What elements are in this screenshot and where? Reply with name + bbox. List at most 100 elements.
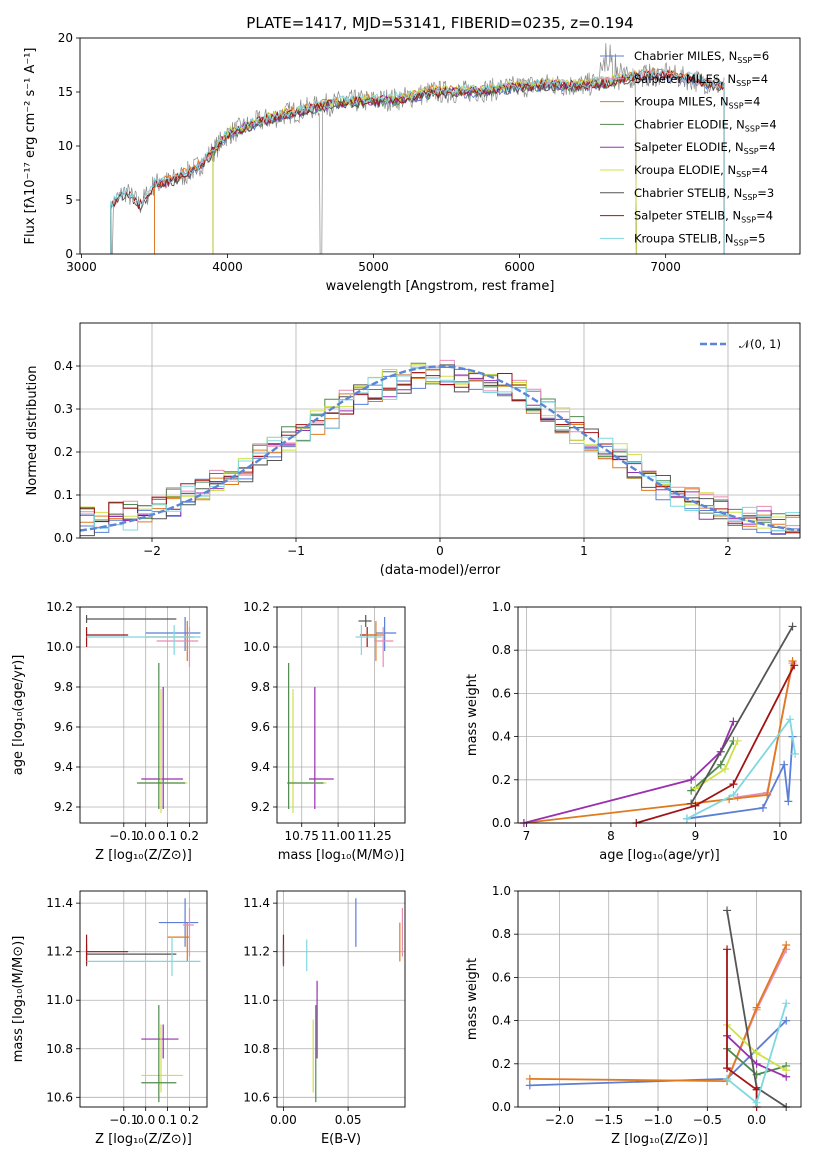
plus-marker — [729, 780, 738, 789]
y-tick-label: 0.8 — [492, 643, 511, 657]
legend-label: Chabrier MILES, NSSP=6 — [634, 49, 769, 65]
legend-label-main: Chabrier STELIB, N — [634, 186, 742, 200]
plus-marker — [791, 749, 800, 758]
y-tick-label: 0.1 — [54, 488, 73, 502]
y-tick-label: 11.2 — [243, 945, 270, 959]
error-point — [86, 937, 201, 976]
y-tick-label: 1.0 — [492, 600, 511, 614]
y-tick-label: 0.0 — [492, 816, 511, 830]
legend-label: Kroupa ELODIE, NSSP=4 — [634, 163, 768, 179]
x-tick-label: −0.5 — [693, 1113, 722, 1127]
x-tick-label: −2.0 — [545, 1113, 574, 1127]
error-point — [141, 1005, 177, 1103]
model-spectrum-line — [110, 69, 725, 254]
y-tick-label: 9.6 — [251, 720, 270, 734]
y-axis-label: age [log₁₀(age/yr)] — [11, 655, 26, 776]
error-point — [141, 1024, 183, 1093]
y-tick-label: 0.2 — [492, 1057, 511, 1071]
axes-frame — [79, 606, 208, 824]
y-tick-label: 10.0 — [46, 640, 73, 654]
plus-marker — [723, 906, 732, 915]
legend-label: Salpeter MILES, NSSP=4 — [634, 72, 768, 88]
histogram-step — [80, 367, 800, 531]
error-point — [358, 615, 372, 627]
x-tick-label: 0.2 — [180, 1113, 199, 1127]
legend-label: Chabrier ELODIE, NSSP=4 — [634, 117, 777, 133]
y-tick-label: 10.6 — [46, 1090, 73, 1104]
x-tick-label: 4000 — [212, 260, 243, 274]
legend-label-tail: =3 — [757, 186, 774, 200]
error-point — [182, 907, 194, 957]
plus-marker — [782, 1016, 791, 1025]
error-point — [287, 663, 324, 809]
y-tick-label: 10.0 — [243, 640, 270, 654]
plus-marker — [784, 797, 793, 806]
axes-frame — [79, 890, 208, 1108]
legend-label-main: Kroupa MILES, N — [634, 95, 729, 109]
legend-label-sub: SSP — [744, 147, 759, 156]
mass-weight-line — [690, 625, 794, 805]
legend-label: Salpeter ELODIE, NSSP=4 — [634, 140, 776, 156]
x-tick-label: 10.75 — [285, 829, 319, 843]
x-tick-label: 0.0 — [136, 829, 155, 843]
x-tick-label: −1.0 — [643, 1113, 672, 1127]
axes-mass_vs_Z: −0.10.0 0.1 0.2 10.6 10.8 11.0 11.2 11.4 Z [log₁… — [11, 890, 208, 1147]
plus-marker — [723, 945, 732, 954]
y-axis-label: mass weight — [465, 674, 480, 756]
y-tick-label: 0.6 — [492, 686, 511, 700]
y-tick-label: 10 — [58, 139, 73, 153]
plus-marker — [752, 1059, 761, 1068]
x-tick-label: 8 — [607, 829, 615, 843]
y-tick-label: 9.8 — [251, 680, 270, 694]
model-spectrum-line — [110, 70, 725, 254]
error-point — [158, 898, 199, 947]
plus-marker — [752, 1003, 761, 1012]
axes-frame — [517, 890, 802, 1108]
plus-marker — [682, 814, 691, 823]
x-tick-label: 0.0 — [747, 1113, 766, 1127]
y-tick-label: 11.0 — [243, 993, 270, 1007]
x-axis-label: (data-model)/error — [380, 563, 501, 578]
y-tick-label: 0.2 — [54, 445, 73, 459]
axes-frame — [79, 37, 801, 255]
y-tick-label: 0.2 — [492, 773, 511, 787]
x-tick-label: 0.05 — [335, 1113, 362, 1127]
x-tick-label: 3000 — [66, 260, 97, 274]
y-tick-label: 0 — [65, 247, 73, 261]
legend-label-tail: =4 — [744, 95, 761, 109]
y-tick-label: 0.6 — [492, 970, 511, 984]
y-tick-label: 10.2 — [243, 600, 270, 614]
plus-marker — [691, 801, 700, 810]
axes-age_vs_Z: −0.10.0 0.1 0.2 9.2 9.4 9.6 9.8 10.0 10.2 Z [log₁… — [11, 600, 208, 863]
x-tick-label: 0.0 — [136, 1113, 155, 1127]
gaussian-curve — [80, 365, 800, 532]
legend-label: Chabrier STELIB, NSSP=3 — [634, 186, 774, 202]
legend-label-main: Salpeter MILES, N — [634, 72, 736, 86]
legend-label-main: Chabrier MILES, N — [634, 49, 737, 63]
axes-mass_weight_vs_Z: −2.0 −1.5 −1.0 −0.5 0.0 0.0 0.2 0.4 0.6 0.8 1.0 Z [… — [465, 884, 802, 1147]
y-tick-label: 9.4 — [54, 760, 73, 774]
mass-weight-line — [529, 944, 788, 1083]
x-axis-label: wavelength [Angstrom, rest frame] — [326, 279, 555, 294]
y-tick-label: 15 — [58, 85, 73, 99]
error-point — [167, 922, 190, 962]
y-tick-label: 0.4 — [54, 359, 73, 373]
legend-label: Kroupa MILES, NSSP=4 — [634, 95, 760, 111]
x-tick-label: −0.1 — [109, 829, 138, 843]
error-point — [375, 617, 397, 651]
error-point — [86, 625, 201, 655]
plus-marker — [525, 1074, 534, 1083]
error-point — [85, 615, 177, 623]
axes-mass_vs_ebv: 0.00 0.05 10.6 10.8 11.0 11.2 11.4 E(B-V) — [243, 890, 406, 1147]
y-tick-label: 11.2 — [46, 945, 73, 959]
x-tick-label: 11.00 — [321, 829, 355, 843]
x-tick-label: 0.2 — [180, 829, 199, 843]
plus-marker — [788, 657, 797, 665]
legend-label-tail: =4 — [759, 140, 776, 154]
plus-marker — [752, 1085, 761, 1094]
x-tick-label: 9 — [692, 829, 700, 843]
axes-frame — [79, 322, 801, 539]
plus-marker — [687, 786, 696, 795]
